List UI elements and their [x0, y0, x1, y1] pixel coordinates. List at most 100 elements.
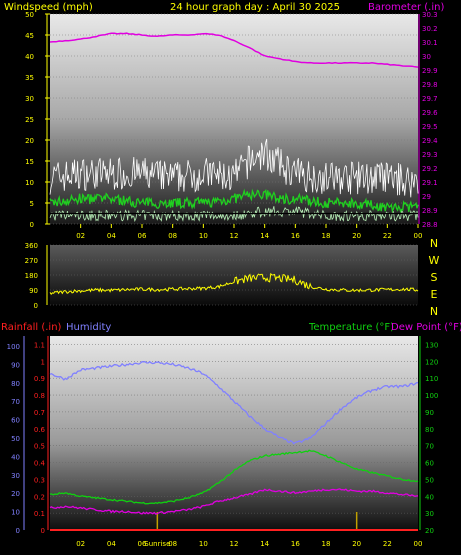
y-tick-label: 50 [25, 11, 34, 19]
y-tick-label: 30 [25, 95, 34, 103]
barometer-line [49, 32, 419, 68]
windspeed-axis-label: Windspeed (mph) [4, 2, 93, 13]
humidity-tick-label: 80 [11, 380, 20, 388]
barometer-tick-label: 30.1 [422, 39, 438, 47]
temperature-tick-label: 110 [425, 375, 438, 383]
x-tick-label: 12 [230, 540, 239, 548]
x-tick-label: 04 [107, 232, 116, 240]
humidity-tick-label: 50 [11, 435, 20, 443]
direction-tick-label: 360 [25, 242, 38, 250]
x-tick-label: 18 [322, 540, 331, 548]
barometer-tick-label: 30 [422, 53, 431, 61]
x-tick-label: 02 [76, 232, 85, 240]
dewpoint-line [49, 488, 419, 515]
rainfall-tick-label: 0.5 [34, 443, 45, 451]
compass-label: N [430, 237, 438, 250]
humidity-tick-label: 70 [11, 398, 20, 406]
humidity-tick-label: 90 [11, 361, 20, 369]
temperature-axis-label: Temperature (°F) [308, 322, 394, 333]
humidity-tick-label: 20 [11, 490, 20, 498]
x-tick-label: 12 [230, 232, 239, 240]
temperature-tick-label: 30 [425, 510, 434, 518]
x-tick-label: 20 [352, 540, 361, 548]
temperature-tick-label: 20 [425, 527, 434, 535]
barometer-tick-label: 29.1 [422, 179, 438, 187]
x-tick-label: 22 [383, 540, 392, 548]
humidity-tick-label: 10 [11, 509, 20, 517]
wind-direction-line [49, 272, 419, 296]
wind-average-line [49, 188, 419, 214]
direction-tick-label: 0 [34, 302, 38, 310]
barometer-tick-label: 29.6 [422, 109, 438, 117]
x-tick-label: 04 [107, 540, 116, 548]
y-tick-label: 15 [25, 158, 34, 166]
temperature-tick-label: 90 [425, 409, 434, 417]
temperature-line [49, 449, 419, 505]
temperature-tick-label: 70 [425, 443, 434, 451]
humidity-tick-label: 60 [11, 417, 20, 425]
x-tick-label: 20 [352, 232, 361, 240]
barometer-tick-label: 28.9 [422, 207, 438, 215]
barometer-tick-label: 29.9 [422, 67, 438, 75]
rainfall-tick-label: 0.3 [34, 476, 45, 484]
rainfall-tick-label: 0.8 [34, 392, 45, 400]
barometer-axis-label: Barometer (.in) [368, 2, 444, 13]
x-tick-label: 10 [199, 540, 208, 548]
y-tick-label: 35 [25, 74, 34, 82]
y-tick-label: 45 [25, 32, 34, 40]
rainfall-tick-label: 1 [41, 358, 45, 366]
barometer-tick-label: 29.4 [422, 137, 438, 145]
temperature-tick-label: 40 [425, 493, 434, 501]
humidity-line [49, 360, 419, 445]
x-tick-label: 00 [414, 540, 423, 548]
x-tick-label: 14 [260, 232, 269, 240]
x-tick-label: 16 [291, 232, 300, 240]
barometer-tick-label: 29.3 [422, 151, 438, 159]
compass-label: E [431, 288, 438, 301]
compass-label: S [431, 271, 438, 284]
x-tick-label: 06 [138, 540, 147, 548]
y-tick-label: 10 [25, 179, 34, 187]
x-tick-label: 18 [322, 232, 331, 240]
direction-tick-label: 180 [25, 272, 38, 280]
temperature-tick-label: 60 [425, 460, 434, 468]
barometer-tick-label: 29.7 [422, 95, 438, 103]
barometer-tick-label: 29.8 [422, 81, 438, 89]
temperature-tick-label: 50 [425, 476, 434, 484]
y-tick-label: 40 [25, 53, 34, 61]
y-tick-label: 5 [30, 200, 34, 208]
humidity-axis-label: Humidity [66, 322, 111, 333]
x-tick-label: 00 [414, 232, 423, 240]
humidity-tick-label: 100 [7, 343, 20, 351]
rainfall-tick-label: 0.6 [34, 426, 46, 434]
temperature-tick-label: 120 [425, 358, 438, 366]
barometer-tick-label: 28.8 [422, 221, 438, 229]
rainfall-tick-label: 1.1 [34, 341, 45, 349]
direction-tick-label: 90 [29, 287, 38, 295]
barometer-tick-label: 30.3 [422, 11, 438, 19]
x-tick-label: 06 [138, 232, 147, 240]
y-tick-label: 20 [25, 137, 34, 145]
rainfall-tick-label: 0.4 [34, 460, 46, 468]
barometer-tick-label: 29.5 [422, 123, 438, 131]
x-tick-label: 22 [383, 232, 392, 240]
x-tick-label: 16 [291, 540, 300, 548]
humidity-temperature-panel [50, 336, 418, 530]
compass-label: W [429, 254, 440, 267]
temperature-tick-label: 80 [425, 426, 434, 434]
temperature-tick-label: 100 [425, 392, 438, 400]
x-tick-label: 02 [76, 540, 85, 548]
chart-title: 24 hour graph day : April 30 2025 [170, 2, 340, 13]
rainfall-tick-label: 0 [41, 527, 45, 535]
compass-label: N [430, 305, 438, 318]
rainfall-tick-label: 0.1 [34, 510, 45, 518]
x-tick-label: 08 [168, 540, 177, 548]
temperature-tick-label: 130 [425, 341, 438, 349]
barometer-tick-label: 30.2 [422, 25, 438, 33]
y-tick-label: 25 [25, 116, 34, 124]
x-tick-label: 14 [260, 540, 269, 548]
wind-gust-line [49, 138, 419, 198]
rainfall-tick-label: 0.2 [34, 493, 45, 501]
x-tick-label: 08 [168, 232, 177, 240]
